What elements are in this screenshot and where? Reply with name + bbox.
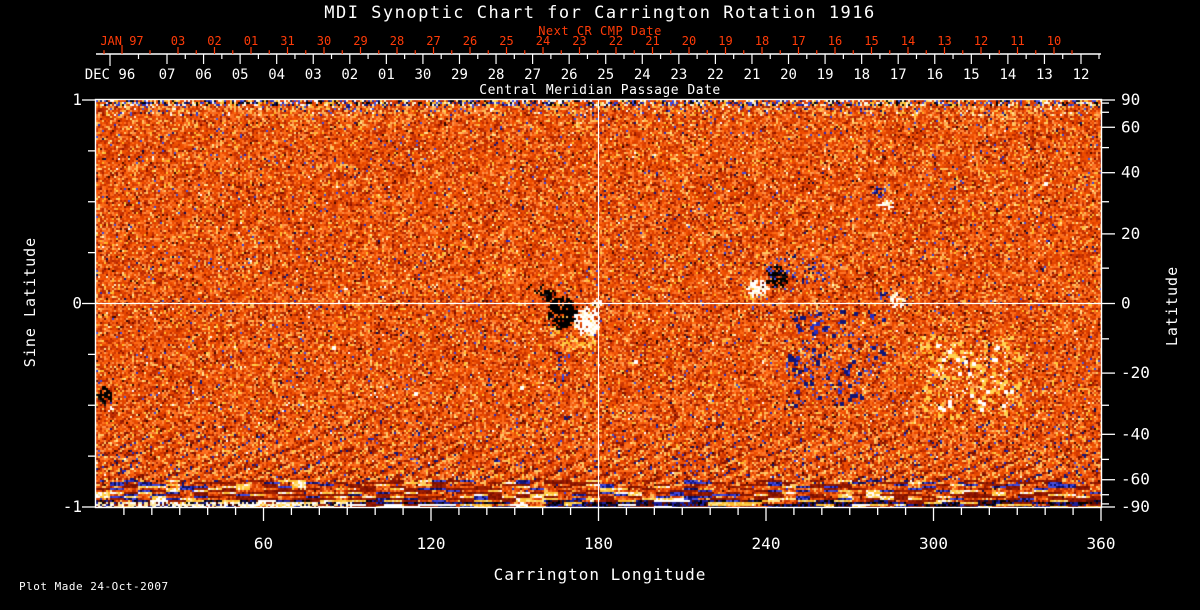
svg-text:27: 27 — [524, 67, 541, 83]
svg-text:180: 180 — [584, 534, 613, 553]
svg-text:06: 06 — [195, 67, 212, 83]
svg-text:-1: -1 — [63, 497, 82, 516]
svg-text:19: 19 — [817, 67, 834, 83]
svg-text:13: 13 — [1036, 67, 1053, 83]
svg-text:240: 240 — [752, 534, 781, 553]
svg-text:16: 16 — [926, 67, 943, 83]
svg-text:40: 40 — [1121, 163, 1140, 182]
svg-text:29: 29 — [451, 67, 468, 83]
svg-text:-40: -40 — [1121, 424, 1150, 443]
plot-made-timestamp: Plot Made 24-Oct-2007 — [19, 580, 169, 593]
svg-text:15: 15 — [963, 67, 980, 83]
svg-text:05: 05 — [232, 67, 249, 83]
right-y-axis-title: Latitude — [1163, 265, 1181, 347]
svg-text:26: 26 — [561, 67, 578, 83]
svg-text:18: 18 — [853, 67, 870, 83]
svg-text:120: 120 — [417, 534, 446, 553]
svg-text:22: 22 — [707, 67, 724, 83]
svg-text:30: 30 — [414, 67, 431, 83]
svg-text:25: 25 — [597, 67, 614, 83]
svg-text:360: 360 — [1087, 534, 1116, 553]
bottom-axis-ticks: 60 120 180 240 300 360 — [123, 507, 1116, 553]
svg-text:14: 14 — [999, 67, 1016, 83]
magnetogram-image — [96, 100, 1101, 507]
svg-text:07: 07 — [159, 67, 176, 83]
svg-text:DEC 96: DEC 96 — [85, 67, 136, 83]
svg-text:60: 60 — [254, 534, 273, 553]
page-title: MDI Synoptic Chart for Carrington Rotati… — [324, 3, 876, 23]
x-axis-title: Carrington Longitude — [493, 565, 707, 584]
svg-text:02: 02 — [341, 67, 358, 83]
svg-text:-20: -20 — [1121, 363, 1150, 382]
svg-text:23: 23 — [670, 67, 687, 83]
top-date-axis: JAN 97 03 02 01 31 30 29 28 27 26 25 24 23 22 21 20 19 18… — [85, 34, 1101, 83]
svg-text:-90: -90 — [1121, 497, 1150, 516]
left-y-axis-title: Sine Latitude — [21, 236, 39, 368]
svg-text:21: 21 — [744, 67, 761, 83]
svg-text:20: 20 — [1121, 224, 1140, 243]
svg-text:24: 24 — [634, 67, 651, 83]
svg-text:03: 03 — [305, 67, 322, 83]
svg-text:17: 17 — [890, 67, 907, 83]
svg-text:300: 300 — [919, 534, 948, 553]
svg-text:-60: -60 — [1121, 470, 1150, 489]
svg-text:20: 20 — [780, 67, 797, 83]
svg-text:0: 0 — [72, 294, 82, 313]
svg-text:12: 12 — [1073, 67, 1090, 83]
cmp-date-axis-label: Central Meridian Passage Date — [479, 83, 721, 98]
left-axis-ticks: 10-1 — [63, 90, 96, 516]
next-cr-cmp-date-axis-label: Next CR CMP Date — [538, 24, 662, 38]
svg-text:04: 04 — [268, 67, 285, 83]
svg-text:28: 28 — [488, 67, 505, 83]
svg-text:60: 60 — [1121, 117, 1140, 136]
svg-text:01: 01 — [378, 67, 395, 83]
svg-text:0: 0 — [1121, 294, 1131, 313]
